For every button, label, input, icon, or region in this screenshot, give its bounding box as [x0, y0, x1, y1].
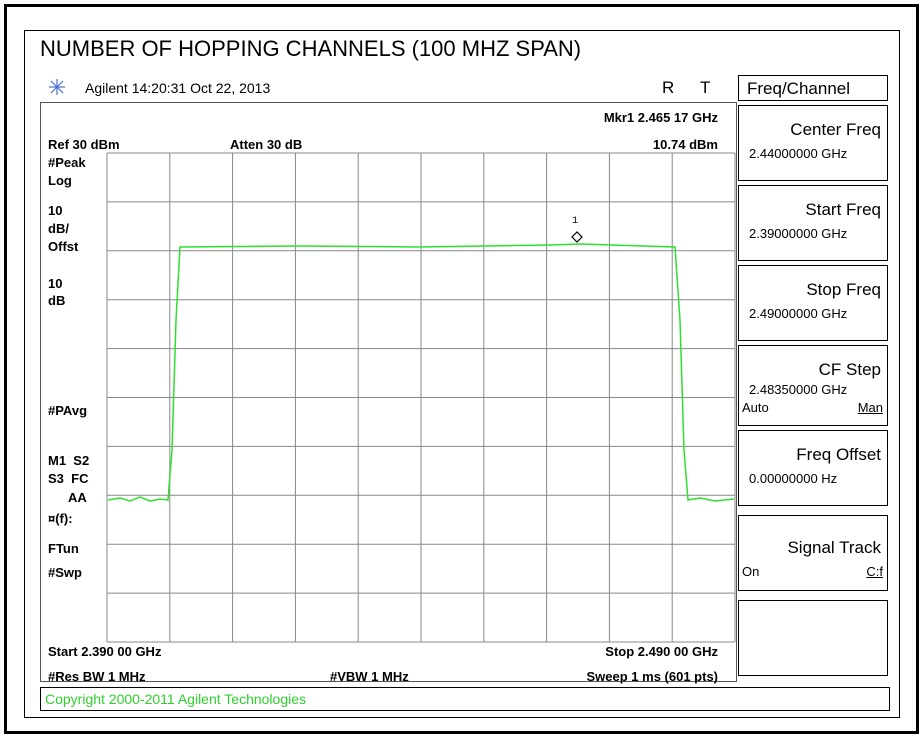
softkey[interactable]: Freq Offset 0.00000000 Hz: [738, 430, 888, 506]
softkey-label: Start Freq: [805, 200, 881, 219]
softkey-value: 2.44000000 GHz: [749, 146, 848, 161]
softkey-label: Center Freq: [790, 120, 881, 139]
option-left: On: [742, 564, 760, 579]
datetime: 14:20:31 Oct 22, 2013: [131, 80, 271, 96]
attenuation: Atten 30 dB: [230, 137, 303, 152]
trace: [107, 243, 735, 502]
status-label: Log: [48, 173, 72, 188]
status-label: #PAvg: [48, 403, 88, 418]
title: NUMBER OF HOPPING CHANNELS (100 MHZ SPAN…: [40, 36, 582, 61]
marker-number: 1: [572, 216, 578, 227]
option-right: C:f: [866, 564, 883, 579]
softkey[interactable]: CF Step 2.48350000 GHz Auto Man: [738, 345, 888, 426]
brand: Agilent 14:20:31 Oct 22, 2013: [85, 80, 270, 96]
softkey[interactable]: Stop Freq 2.49000000 GHz: [738, 265, 888, 341]
status-label: 10: [48, 276, 63, 291]
inner-frame: [24, 30, 900, 718]
copyright-bar: [40, 687, 890, 711]
softkey-label: CF Step: [818, 360, 881, 379]
status-label: dB/: [48, 221, 69, 236]
softkey[interactable]: Start Freq 2.39000000 GHz: [738, 185, 888, 261]
option-left: Auto: [742, 400, 769, 415]
softkey-value: 2.49000000 GHz: [749, 306, 848, 321]
softkey-value: 0.00000000 Hz: [749, 471, 838, 486]
copyright: Copyright 2000-2011 Agilent Technologies: [45, 691, 307, 707]
start-freq: Start 2.390 00 GHz: [48, 644, 162, 659]
ref-level: Ref 30 dBm: [48, 137, 120, 152]
marker-level: 10.74 dBm: [652, 137, 718, 152]
status-label: ¤(f):: [48, 511, 73, 526]
softkey-label: Signal Track: [787, 538, 881, 557]
softkey-value: 2.48350000 GHz: [749, 382, 848, 397]
status-label: dB: [48, 293, 66, 308]
softkey-label: Stop Freq: [806, 280, 881, 299]
status-label: AA: [68, 490, 87, 505]
status-label: #Swp: [48, 565, 82, 580]
brand-name: Agilent: [85, 80, 128, 96]
res-bw: #Res BW 1 MHz: [48, 669, 146, 684]
menu-title: Freq/Channel: [738, 75, 888, 101]
menu-title-text: Freq/Channel: [747, 79, 851, 98]
r-indicator: R: [662, 78, 675, 97]
softkey-label: Freq Offset: [796, 445, 881, 464]
status-label: FTun: [48, 541, 79, 556]
status-label: 10: [48, 203, 63, 218]
vbw: #VBW 1 MHz: [330, 669, 409, 684]
marker-readout: Mkr1 2.465 17 GHz: [603, 110, 718, 125]
stop-freq: Stop 2.490 00 GHz: [605, 644, 718, 659]
logo: [49, 79, 65, 95]
softkey-empty[interactable]: [738, 600, 888, 676]
softkey[interactable]: Signal Track On C:f: [738, 515, 888, 591]
softkey[interactable]: Center Freq 2.44000000 GHz: [738, 105, 888, 181]
status-label: Offst: [48, 239, 79, 254]
t-indicator: T: [700, 78, 711, 97]
status-label: #Peak: [48, 155, 86, 170]
screen: [40, 102, 737, 682]
outer-frame: [4, 4, 919, 734]
status-label: M1 S2: [48, 453, 90, 468]
sweep: Sweep 1 ms (601 pts): [586, 669, 719, 684]
softkey-value: 2.39000000 GHz: [749, 226, 848, 241]
marker-diamond: [571, 231, 583, 243]
option-right: Man: [857, 400, 883, 415]
status-label: S3 FC: [48, 471, 89, 486]
